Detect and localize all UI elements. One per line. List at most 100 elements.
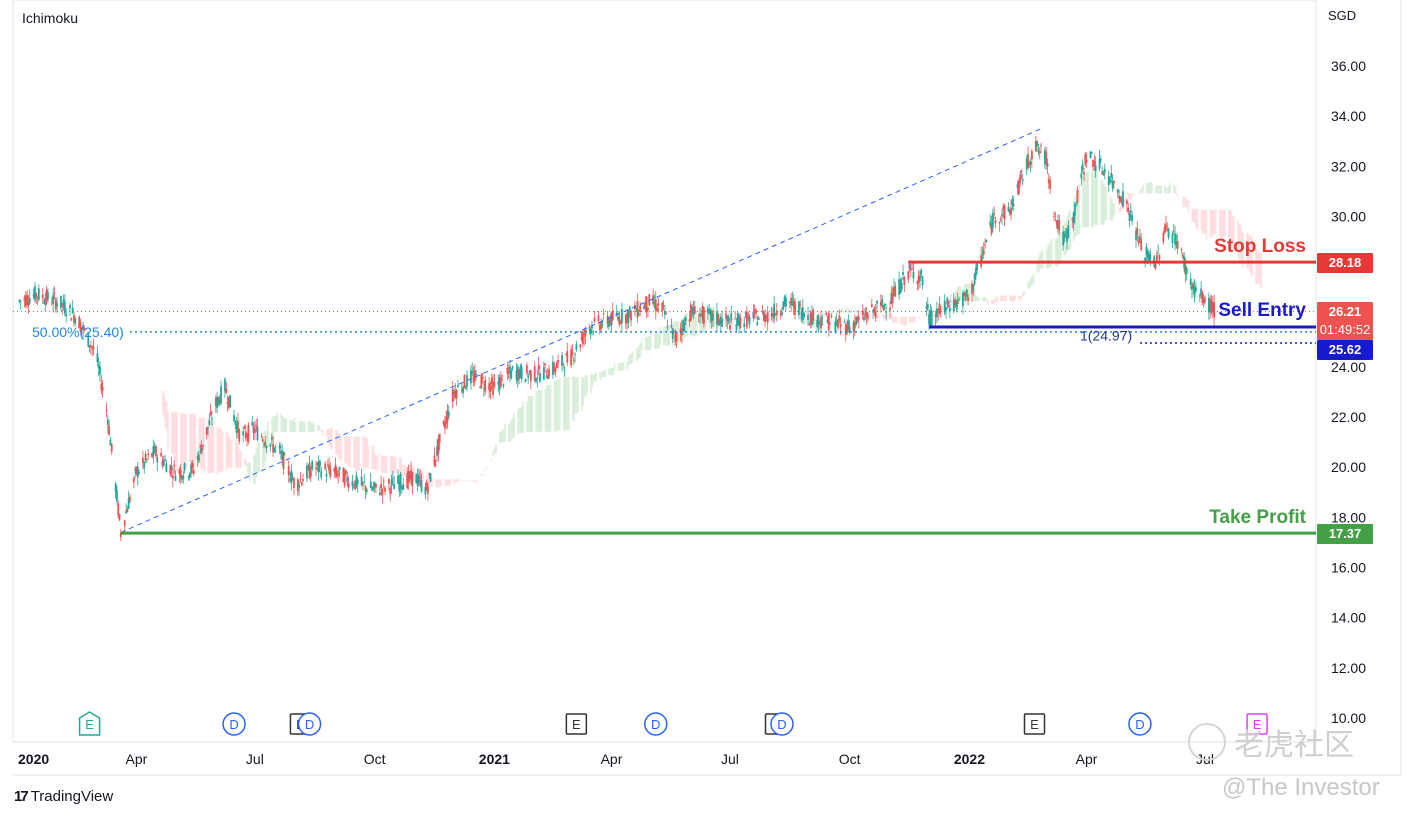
cloud-slice <box>381 456 384 473</box>
cloud-slice <box>1236 219 1239 255</box>
cloud-slice <box>665 324 668 346</box>
candle-body <box>834 321 837 333</box>
candle-body <box>78 316 81 329</box>
cloud-slice <box>1230 211 1233 246</box>
candle-body <box>782 301 785 310</box>
cloud-slice <box>454 479 457 483</box>
cloud-slice <box>1005 295 1008 302</box>
candle-body <box>126 509 129 513</box>
candle-body <box>419 477 422 479</box>
candle-body <box>598 324 601 330</box>
cloud-slice <box>1065 221 1067 255</box>
cloud-slice <box>527 396 530 433</box>
candle-body <box>1135 230 1137 241</box>
cloud-slice <box>599 371 602 381</box>
cloud-slice <box>1048 243 1051 269</box>
candle-body <box>565 354 567 356</box>
cloud-slice <box>882 314 885 319</box>
candle-body <box>237 420 239 433</box>
cloud-slice <box>1255 247 1258 284</box>
candle-body <box>1085 159 1088 163</box>
cloud-slice <box>1158 185 1161 194</box>
fib-projection-label: 1(24.97) <box>1080 328 1132 344</box>
candle-body <box>1191 285 1193 290</box>
candle-body <box>1163 226 1166 233</box>
y-tick-label: 20.00 <box>1331 459 1366 475</box>
candle-body <box>570 349 573 366</box>
candle-body <box>73 314 75 323</box>
tradingview-logo[interactable]: 17 TradingView <box>14 788 113 805</box>
cloud-slice <box>202 417 205 469</box>
candle-body <box>483 387 485 389</box>
level-label-sell-entry: Sell Entry <box>1218 300 1306 321</box>
cloud-slice <box>1223 209 1226 236</box>
cloud-slice <box>275 415 277 433</box>
cloud-slice <box>1000 295 1002 302</box>
candle-body <box>316 462 319 465</box>
candle-body <box>1072 212 1075 223</box>
candle-body <box>1189 278 1192 285</box>
candle-body <box>792 300 795 309</box>
cloud-slice <box>884 314 887 319</box>
candle-body <box>798 301 800 315</box>
candle-body <box>214 398 217 407</box>
candle-body <box>199 445 202 448</box>
candle-body <box>1081 163 1084 170</box>
candle-body <box>454 390 457 398</box>
candle-body <box>302 479 304 482</box>
candle-body <box>273 447 276 452</box>
candle-body <box>581 332 584 345</box>
candle-body <box>354 480 356 490</box>
earnings-icon <box>1246 713 1268 735</box>
cloud-slice <box>890 314 893 321</box>
candle-body <box>653 302 656 305</box>
candle-body <box>381 488 384 496</box>
cloud-slice <box>176 412 179 472</box>
cloud-slice <box>393 457 396 473</box>
candle-body <box>247 425 250 442</box>
candle-body <box>300 482 303 486</box>
candle-body <box>43 301 45 304</box>
candle-body <box>464 387 467 390</box>
cloud-slice <box>648 335 651 351</box>
candle-body <box>198 454 200 462</box>
candle-body <box>290 470 293 484</box>
candle-body <box>609 319 612 324</box>
candle-body <box>907 271 910 280</box>
cloud-slice <box>1037 258 1040 273</box>
cloud-slice <box>549 384 552 432</box>
candle-body <box>227 396 230 409</box>
cloud-slice <box>1219 209 1222 238</box>
cloud-slice <box>290 420 293 433</box>
cloud-slice <box>230 439 233 468</box>
cloud-slice <box>170 411 173 454</box>
cloud-slice <box>380 454 383 472</box>
cloud-slice <box>422 471 425 482</box>
cloud-slice <box>912 316 915 323</box>
cloud-slice <box>519 407 522 434</box>
candle-body <box>554 367 557 372</box>
candle-body <box>665 313 668 315</box>
cloud-slice <box>174 411 177 463</box>
cloud-slice <box>741 318 743 321</box>
candle-body <box>575 344 578 350</box>
candle-body <box>171 475 174 479</box>
event-dividend: D <box>222 712 246 736</box>
candle-body <box>902 272 904 275</box>
candle-body <box>544 363 547 366</box>
candle-body <box>719 316 722 325</box>
cloud-slice <box>1212 209 1215 235</box>
cloud-slice <box>463 480 466 481</box>
cloud-slice <box>234 439 237 468</box>
candle-body <box>864 313 867 316</box>
candle-body <box>281 451 284 460</box>
cloud-slice <box>1009 295 1012 301</box>
candle-body <box>1213 302 1216 317</box>
cloud-slice <box>649 333 652 349</box>
cloud-slice <box>983 297 985 302</box>
candle-body <box>808 323 811 325</box>
cloud-slice <box>571 376 574 422</box>
candle-body <box>925 306 928 309</box>
y-tick-label: 30.00 <box>1331 208 1366 224</box>
